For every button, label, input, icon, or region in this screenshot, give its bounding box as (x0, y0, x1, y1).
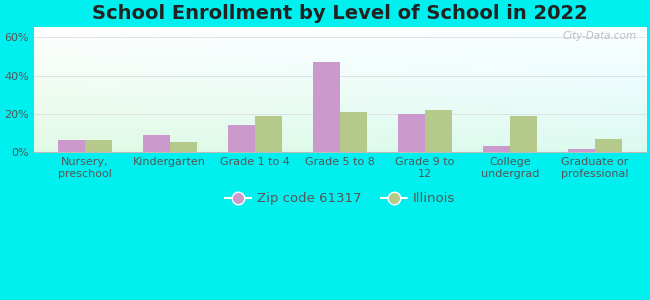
Text: City-Data.com: City-Data.com (562, 31, 636, 41)
Bar (398, 114, 425, 152)
Bar (313, 62, 340, 152)
Bar (595, 139, 622, 152)
Bar (510, 116, 537, 152)
Bar (84, 140, 112, 152)
Title: School Enrollment by Level of School in 2022: School Enrollment by Level of School in … (92, 4, 588, 23)
Bar (340, 112, 367, 152)
Bar (255, 116, 282, 152)
Legend: Zip code 61317, Illinois: Zip code 61317, Illinois (220, 187, 460, 211)
Bar (170, 142, 197, 152)
Bar (567, 149, 595, 152)
Bar (482, 146, 510, 152)
Bar (142, 135, 170, 152)
Bar (425, 110, 452, 152)
Bar (227, 125, 255, 152)
Bar (58, 140, 84, 152)
